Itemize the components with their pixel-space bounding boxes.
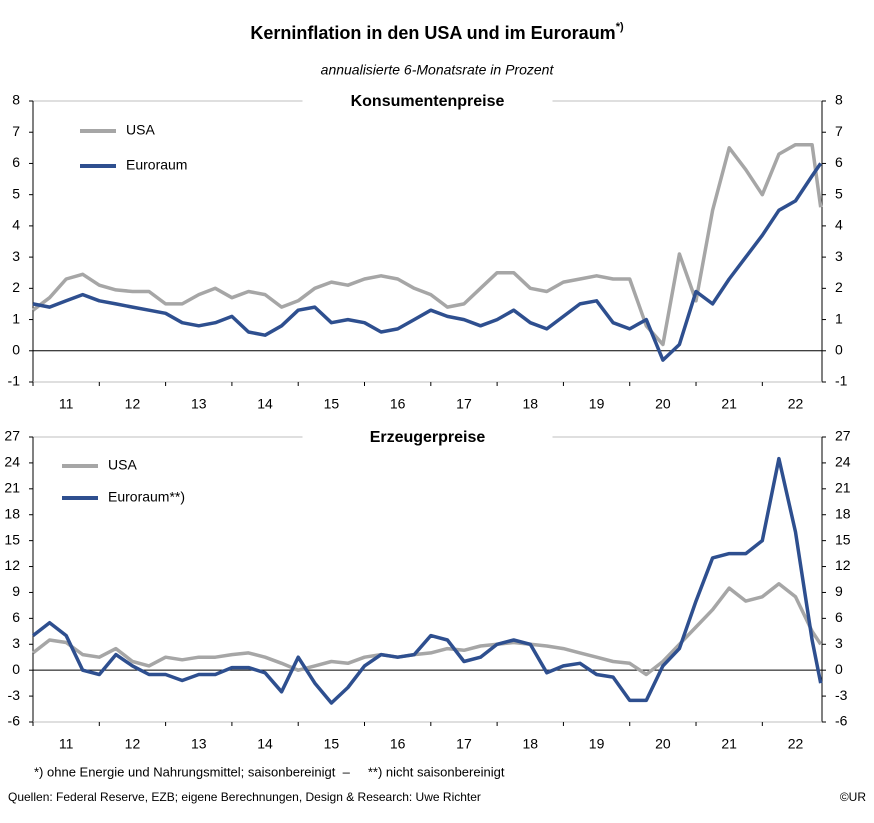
- y-tick-label: 9: [12, 583, 20, 599]
- y2-tick-label: -6: [835, 713, 848, 729]
- y-tick-label: 6: [12, 609, 20, 625]
- panel-title: Erzeugerpreise: [370, 429, 486, 446]
- x-tick-label: 15: [324, 736, 340, 752]
- x-tick-label: 22: [788, 396, 804, 412]
- y2-tick-label: 2: [835, 279, 843, 295]
- y-tick-label: 3: [12, 635, 20, 651]
- y2-tick-label: 5: [835, 185, 843, 201]
- y-tick-label: 2: [12, 279, 20, 295]
- y-tick-label: -6: [8, 713, 21, 729]
- y-tick-label: 5: [12, 185, 20, 201]
- x-tick-label: 20: [655, 736, 671, 752]
- page-title: Kerninflation in den USA und im Euroraum…: [250, 21, 624, 43]
- y2-tick-label: 8: [835, 92, 843, 108]
- x-tick-label: 21: [721, 736, 737, 752]
- title-note: *): [616, 21, 624, 33]
- y2-tick-label: 9: [835, 583, 843, 599]
- x-tick-label: 12: [125, 396, 141, 412]
- title-text: Kerninflation in den USA und im Euroraum: [250, 23, 615, 43]
- y2-tick-label: 3: [835, 248, 843, 264]
- series-line: [31, 142, 823, 347]
- subtitle: annualisierte 6-Monatsrate in Prozent: [321, 62, 555, 78]
- y-tick-label: 4: [12, 217, 20, 233]
- y2-tick-label: 1: [835, 310, 843, 326]
- y-tick-label: 21: [4, 480, 20, 496]
- x-tick-label: 21: [721, 396, 737, 412]
- x-tick-label: 18: [522, 736, 538, 752]
- legend-label: USA: [108, 457, 137, 473]
- y2-tick-label: 24: [835, 454, 851, 470]
- x-tick-label: 16: [390, 396, 406, 412]
- panel-title-bg: [302, 89, 553, 111]
- x-tick-label: 22: [788, 736, 804, 752]
- x-tick-label: 13: [191, 396, 207, 412]
- y-tick-label: 27: [4, 428, 20, 444]
- y2-tick-label: 0: [835, 341, 843, 357]
- y2-tick-label: 6: [835, 609, 843, 625]
- y-tick-label: 6: [12, 154, 20, 170]
- x-tick-label: 15: [324, 396, 340, 412]
- x-tick-label: 19: [589, 736, 605, 752]
- x-tick-label: 11: [59, 396, 74, 412]
- y2-tick-label: -1: [835, 373, 848, 389]
- x-tick-label: 11: [59, 736, 74, 752]
- legend-label: USA: [126, 122, 155, 138]
- y2-tick-label: 18: [835, 505, 851, 521]
- x-tick-label: 19: [589, 396, 605, 412]
- footnote: *) ohne Energie und Nahrungsmittel; sais…: [34, 764, 505, 779]
- series-line: [31, 582, 823, 677]
- y-tick-label: 1: [12, 310, 20, 326]
- series-line: [31, 456, 823, 705]
- x-tick-label: 18: [522, 396, 538, 412]
- x-tick-label: 16: [390, 736, 406, 752]
- y-tick-label: 12: [4, 557, 20, 573]
- legend-label: Euroraum**): [108, 489, 185, 505]
- y-tick-label: 18: [4, 505, 20, 521]
- source: Quellen: Federal Reserve, EZB; eigene Be…: [8, 790, 481, 804]
- y2-tick-label: -3: [835, 687, 848, 703]
- y-tick-label: 15: [4, 531, 20, 547]
- y2-tick-label: 4: [835, 217, 843, 233]
- y-tick-label: -1: [8, 373, 21, 389]
- y2-tick-label: 12: [835, 557, 851, 573]
- copyright: ©UR: [840, 790, 867, 804]
- legend-label: Euroraum: [126, 157, 187, 173]
- x-tick-label: 14: [257, 396, 273, 412]
- y-tick-label: 0: [12, 661, 20, 677]
- panel-title-bg: [302, 425, 553, 447]
- y-tick-label: 0: [12, 341, 20, 357]
- y2-tick-label: 6: [835, 154, 843, 170]
- y2-tick-label: 0: [835, 661, 843, 677]
- panel-title: Konsumentenpreise: [351, 93, 505, 110]
- y2-tick-label: 15: [835, 531, 851, 547]
- x-tick-label: 17: [456, 396, 472, 412]
- y2-tick-label: 7: [835, 123, 843, 139]
- y-tick-label: 7: [12, 123, 20, 139]
- y2-tick-label: 3: [835, 635, 843, 651]
- y2-tick-label: 27: [835, 428, 851, 444]
- x-tick-label: 13: [191, 736, 207, 752]
- x-tick-label: 20: [655, 396, 671, 412]
- y2-tick-label: 21: [835, 480, 851, 496]
- x-tick-label: 12: [125, 736, 141, 752]
- x-tick-label: 14: [257, 736, 273, 752]
- x-tick-label: 17: [456, 736, 472, 752]
- series-line: [32, 162, 823, 362]
- y-tick-label: -3: [8, 687, 21, 703]
- y-tick-label: 24: [4, 454, 20, 470]
- y-tick-label: 3: [12, 248, 20, 264]
- y-tick-label: 8: [12, 92, 20, 108]
